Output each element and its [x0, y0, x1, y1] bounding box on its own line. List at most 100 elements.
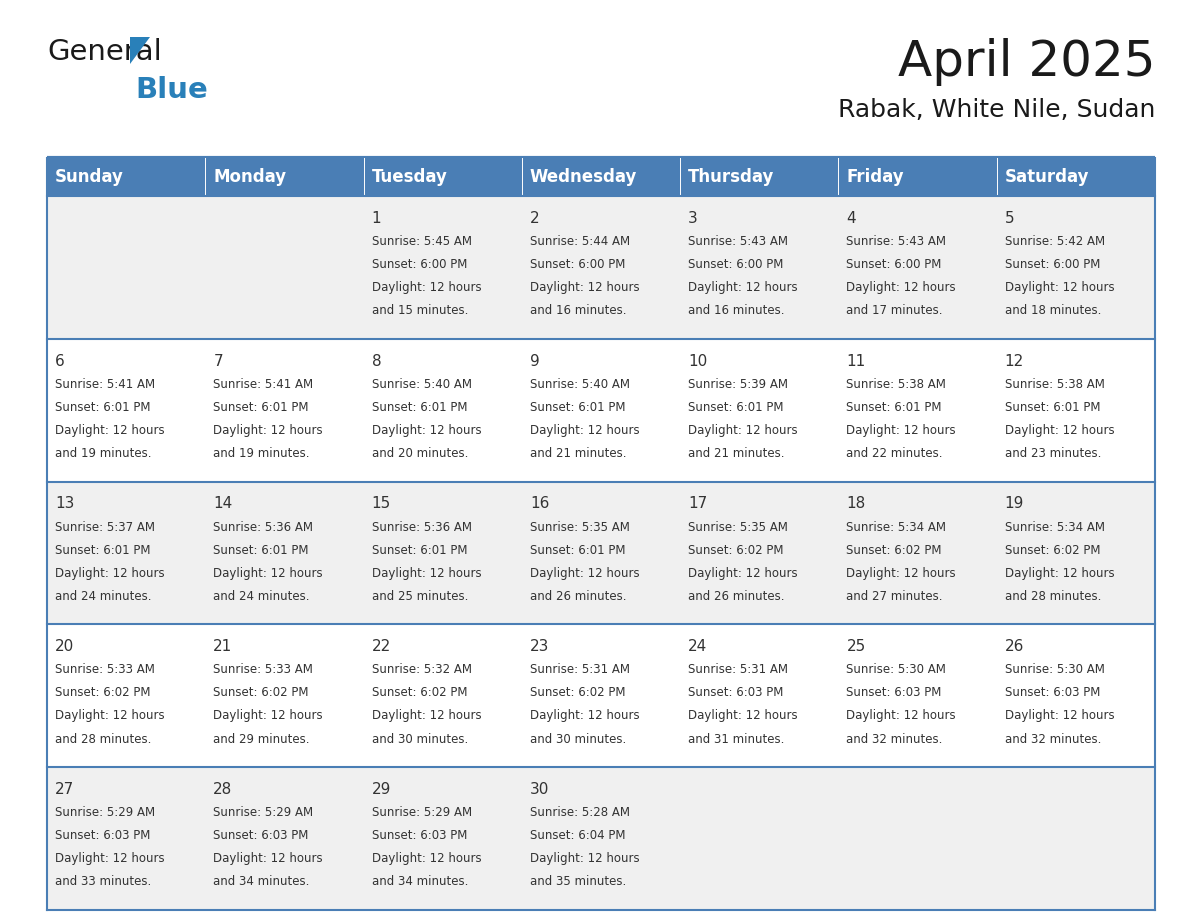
Text: Daylight: 12 hours: Daylight: 12 hours — [372, 424, 481, 437]
Text: 4: 4 — [846, 211, 857, 226]
Text: Daylight: 12 hours: Daylight: 12 hours — [530, 710, 639, 722]
Text: 2: 2 — [530, 211, 539, 226]
Text: Sunset: 6:01 PM: Sunset: 6:01 PM — [214, 401, 309, 414]
Bar — [522, 767, 681, 910]
Text: Daylight: 12 hours: Daylight: 12 hours — [846, 281, 956, 294]
Text: Daylight: 12 hours: Daylight: 12 hours — [372, 710, 481, 722]
Text: Sunset: 6:02 PM: Sunset: 6:02 PM — [372, 687, 467, 700]
Bar — [839, 624, 997, 767]
Text: 25: 25 — [846, 639, 866, 655]
Text: Daylight: 12 hours: Daylight: 12 hours — [846, 710, 956, 722]
Text: Daylight: 12 hours: Daylight: 12 hours — [530, 281, 639, 294]
Text: Sunrise: 5:30 AM: Sunrise: 5:30 AM — [846, 664, 947, 677]
Text: Sunset: 6:01 PM: Sunset: 6:01 PM — [214, 543, 309, 556]
Text: Sunrise: 5:42 AM: Sunrise: 5:42 AM — [1005, 235, 1105, 248]
Text: 23: 23 — [530, 639, 549, 655]
Text: Sunrise: 5:41 AM: Sunrise: 5:41 AM — [214, 377, 314, 391]
Text: and 15 minutes.: and 15 minutes. — [372, 304, 468, 317]
Bar — [522, 482, 681, 624]
Text: Daylight: 12 hours: Daylight: 12 hours — [530, 852, 639, 866]
Text: Sunrise: 5:43 AM: Sunrise: 5:43 AM — [846, 235, 947, 248]
Text: Sunset: 6:01 PM: Sunset: 6:01 PM — [55, 543, 151, 556]
Text: Tuesday: Tuesday — [372, 168, 448, 186]
Bar — [364, 767, 522, 910]
Text: 11: 11 — [846, 353, 866, 369]
Text: and 22 minutes.: and 22 minutes. — [846, 447, 943, 460]
Text: Sunset: 6:02 PM: Sunset: 6:02 PM — [1005, 543, 1100, 556]
Bar — [48, 158, 206, 196]
Text: and 34 minutes.: and 34 minutes. — [372, 876, 468, 889]
Bar — [364, 196, 522, 339]
Text: and 30 minutes.: and 30 minutes. — [530, 733, 626, 745]
Text: Daylight: 12 hours: Daylight: 12 hours — [688, 424, 798, 437]
Text: 12: 12 — [1005, 353, 1024, 369]
Text: and 28 minutes.: and 28 minutes. — [55, 733, 151, 745]
Bar — [839, 158, 997, 196]
Bar — [681, 767, 839, 910]
Text: Sunrise: 5:36 AM: Sunrise: 5:36 AM — [214, 521, 314, 533]
Text: Sunset: 6:01 PM: Sunset: 6:01 PM — [688, 401, 784, 414]
Text: Sunrise: 5:38 AM: Sunrise: 5:38 AM — [1005, 377, 1105, 391]
Text: Daylight: 12 hours: Daylight: 12 hours — [1005, 566, 1114, 579]
Text: Sunrise: 5:34 AM: Sunrise: 5:34 AM — [846, 521, 947, 533]
Text: Sunrise: 5:39 AM: Sunrise: 5:39 AM — [688, 377, 788, 391]
Text: Sunset: 6:01 PM: Sunset: 6:01 PM — [372, 543, 467, 556]
Text: Daylight: 12 hours: Daylight: 12 hours — [1005, 710, 1114, 722]
Bar — [522, 624, 681, 767]
Text: 16: 16 — [530, 497, 549, 511]
Text: and 17 minutes.: and 17 minutes. — [846, 304, 943, 317]
Text: Sunset: 6:00 PM: Sunset: 6:00 PM — [372, 258, 467, 271]
Text: Daylight: 12 hours: Daylight: 12 hours — [214, 424, 323, 437]
Text: Daylight: 12 hours: Daylight: 12 hours — [372, 566, 481, 579]
Text: Sunset: 6:01 PM: Sunset: 6:01 PM — [846, 401, 942, 414]
Text: and 34 minutes.: and 34 minutes. — [214, 876, 310, 889]
Bar — [681, 158, 839, 196]
Text: Thursday: Thursday — [688, 168, 775, 186]
Bar — [997, 767, 1155, 910]
Bar — [206, 767, 364, 910]
Text: 26: 26 — [1005, 639, 1024, 655]
Text: Daylight: 12 hours: Daylight: 12 hours — [530, 566, 639, 579]
Text: Sunrise: 5:32 AM: Sunrise: 5:32 AM — [372, 664, 472, 677]
Text: Daylight: 12 hours: Daylight: 12 hours — [214, 710, 323, 722]
Text: and 18 minutes.: and 18 minutes. — [1005, 304, 1101, 317]
Text: 24: 24 — [688, 639, 707, 655]
Text: and 28 minutes.: and 28 minutes. — [1005, 589, 1101, 603]
Text: and 32 minutes.: and 32 minutes. — [1005, 733, 1101, 745]
Text: 14: 14 — [214, 497, 233, 511]
Text: and 30 minutes.: and 30 minutes. — [372, 733, 468, 745]
Bar — [839, 339, 997, 482]
Text: Daylight: 12 hours: Daylight: 12 hours — [846, 424, 956, 437]
Text: Rabak, White Nile, Sudan: Rabak, White Nile, Sudan — [838, 98, 1155, 122]
Text: Daylight: 12 hours: Daylight: 12 hours — [55, 852, 165, 866]
Text: Sunrise: 5:28 AM: Sunrise: 5:28 AM — [530, 806, 630, 819]
Text: 29: 29 — [372, 782, 391, 797]
Text: and 19 minutes.: and 19 minutes. — [55, 447, 152, 460]
Text: Sunset: 6:02 PM: Sunset: 6:02 PM — [214, 687, 309, 700]
Text: Daylight: 12 hours: Daylight: 12 hours — [372, 852, 481, 866]
Text: Sunset: 6:01 PM: Sunset: 6:01 PM — [530, 401, 625, 414]
Polygon shape — [129, 37, 150, 64]
Text: Wednesday: Wednesday — [530, 168, 637, 186]
Text: and 31 minutes.: and 31 minutes. — [688, 733, 784, 745]
Text: Sunset: 6:03 PM: Sunset: 6:03 PM — [214, 829, 309, 842]
Text: Daylight: 12 hours: Daylight: 12 hours — [1005, 424, 1114, 437]
Text: Sunrise: 5:29 AM: Sunrise: 5:29 AM — [372, 806, 472, 819]
Text: Daylight: 12 hours: Daylight: 12 hours — [530, 424, 639, 437]
Text: Sunrise: 5:45 AM: Sunrise: 5:45 AM — [372, 235, 472, 248]
Text: 10: 10 — [688, 353, 707, 369]
Text: Sunset: 6:01 PM: Sunset: 6:01 PM — [530, 543, 625, 556]
Bar — [48, 339, 206, 482]
Text: and 29 minutes.: and 29 minutes. — [214, 733, 310, 745]
Text: 28: 28 — [214, 782, 233, 797]
Text: Daylight: 12 hours: Daylight: 12 hours — [55, 566, 165, 579]
Text: Sunset: 6:03 PM: Sunset: 6:03 PM — [1005, 687, 1100, 700]
Text: and 20 minutes.: and 20 minutes. — [372, 447, 468, 460]
Text: Sunrise: 5:41 AM: Sunrise: 5:41 AM — [55, 377, 156, 391]
Bar — [997, 339, 1155, 482]
Text: and 24 minutes.: and 24 minutes. — [55, 589, 152, 603]
Bar — [206, 339, 364, 482]
Text: Sunset: 6:02 PM: Sunset: 6:02 PM — [846, 543, 942, 556]
Text: Sunset: 6:02 PM: Sunset: 6:02 PM — [688, 543, 784, 556]
Text: and 26 minutes.: and 26 minutes. — [688, 589, 784, 603]
